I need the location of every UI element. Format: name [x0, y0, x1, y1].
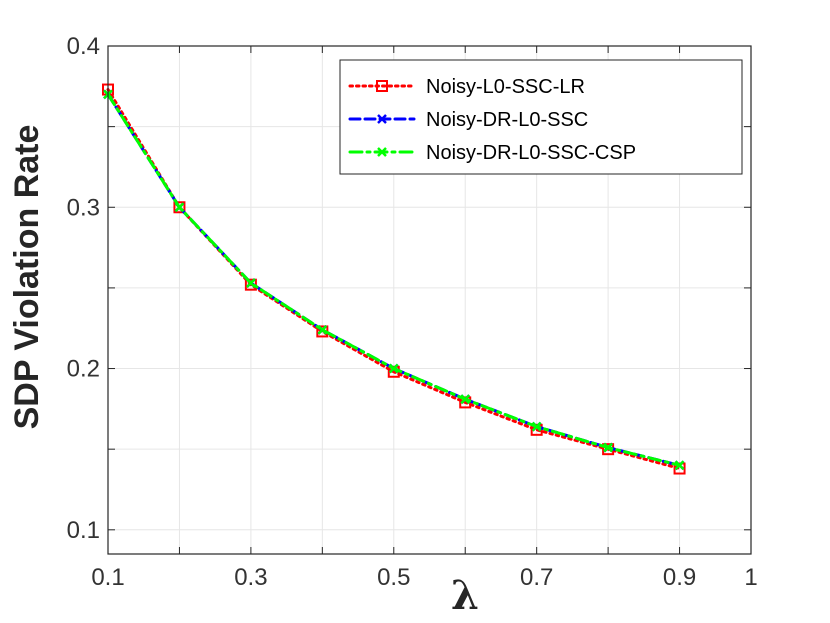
- legend-box: [339, 59, 743, 175]
- x-tick-label: 0.3: [234, 564, 267, 591]
- legend-marker-stroke: [377, 147, 387, 157]
- x-tick-label: 0.9: [663, 564, 696, 591]
- x-axis-title: λ: [451, 572, 479, 619]
- y-axis-title: SDP Violation Rate: [8, 125, 46, 430]
- legend-marker: [376, 80, 388, 92]
- data-point-stroke: [317, 324, 328, 335]
- data-point: [317, 324, 328, 335]
- legend-label: Noisy-L0-SSC-LR: [426, 76, 585, 98]
- data-point-stroke: [531, 421, 542, 432]
- data-point: [174, 202, 185, 213]
- tick-labels: 0.1 0.3 0.5 0.7 0.9 1 0.1 0.2 0.3 0.4: [67, 33, 758, 591]
- legend-marker-stroke: [377, 114, 387, 124]
- x-tick-label: 1: [744, 564, 757, 591]
- data-point-stroke: [246, 278, 256, 288]
- x-tick-label: 0.5: [377, 564, 410, 591]
- y-tick-label: 0.1: [67, 517, 100, 544]
- data-point: [530, 423, 543, 436]
- data-point-stroke: [460, 394, 471, 405]
- data-point: [674, 460, 685, 471]
- legend-entry: Noisy-DR-L0-SSC: [348, 109, 588, 131]
- legend: Noisy-L0-SSC-LR Noisy-DR-L0-SSC Noisy-DR-L…: [339, 59, 743, 175]
- data-point: [388, 363, 399, 374]
- series-3: [103, 89, 685, 471]
- plot-frame: [107, 45, 752, 555]
- legend-entry: Noisy-DR-L0-SSC-CSP: [348, 142, 636, 164]
- data-point: [673, 462, 686, 475]
- legend-marker: [377, 114, 387, 124]
- data-point-stroke: [174, 202, 185, 213]
- series-layer: [102, 83, 686, 475]
- ticks: [107, 45, 751, 554]
- x-tick-label: 0.7: [520, 564, 553, 591]
- legend-label: Noisy-DR-L0-SSC: [426, 109, 588, 131]
- legend-entry: Noisy-L0-SSC-LR: [348, 76, 585, 98]
- y-tick-label: 0.2: [67, 356, 100, 383]
- data-point: [246, 278, 256, 288]
- data-point-stroke: [388, 363, 399, 374]
- data-point: [173, 201, 186, 214]
- y-tick-label: 0.3: [67, 194, 100, 221]
- data-point: [531, 421, 542, 432]
- data-point: [460, 394, 471, 405]
- y-tick-label: 0.4: [67, 33, 100, 60]
- data-point: [603, 442, 613, 453]
- legend-label: Noisy-DR-L0-SSC-CSP: [426, 142, 636, 164]
- legend-marker: [377, 147, 387, 157]
- x-tick-label: 0.1: [91, 564, 124, 591]
- data-point-stroke: [603, 442, 613, 453]
- data-point-stroke: [674, 460, 685, 471]
